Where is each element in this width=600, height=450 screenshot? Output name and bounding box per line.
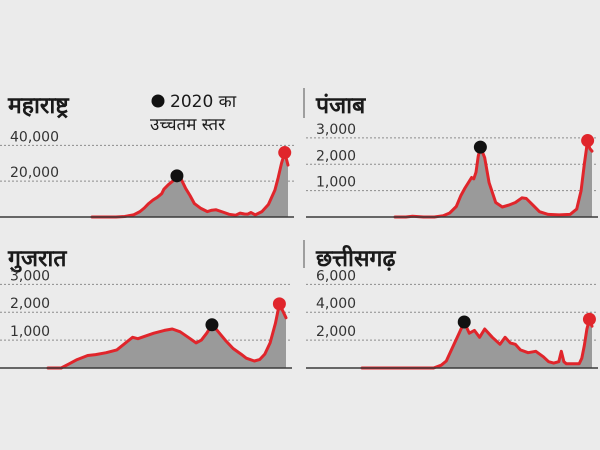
series-line (90, 151, 290, 219)
y-tick-label: 20,000 (10, 165, 59, 181)
legend-line-1: 2020 का (170, 92, 237, 112)
panel-gujarat: गुजरात 1,000 2,000 3,000 (0, 246, 292, 370)
y-tick-label: 40,000 (10, 129, 59, 145)
y-tick-label: 4,000 (316, 296, 356, 312)
series-area (92, 152, 288, 217)
peak-2020-marker (205, 318, 219, 332)
y-tick-label: 3,000 (10, 268, 50, 284)
latest-value-marker (278, 146, 292, 160)
legend-peak-marker (151, 94, 165, 108)
series-area (362, 319, 592, 368)
panel-title: छत्तीसगढ़ (315, 244, 396, 272)
panel-title: महाराष्ट्र (7, 93, 70, 119)
panel-maharashtra: महाराष्ट्र 20,000 40,000 (0, 93, 294, 219)
panel-punjab: पंजाब 1,000 2,000 3,000 (306, 93, 598, 219)
y-tick-label: 1,000 (316, 175, 356, 191)
y-tick-label: 2,000 (316, 324, 356, 340)
latest-value-marker (581, 134, 595, 148)
peak-2020-marker (473, 140, 487, 154)
peak-2020-marker (457, 315, 471, 329)
peak-2020-marker (170, 169, 184, 183)
panel-title: गुजरात (7, 246, 67, 273)
y-tick-label: 3,000 (316, 122, 356, 138)
y-tick-label: 6,000 (316, 268, 356, 284)
latest-value-marker (582, 312, 596, 326)
panel-chhattisgarh: छत्तीसगढ़ 2,000 4,000 6,000 (306, 244, 598, 370)
series-area (48, 303, 286, 368)
series-area (395, 140, 592, 217)
series-line (360, 317, 594, 370)
panel-title: पंजाब (315, 93, 366, 119)
legend: 2020 का उच्चतम स्तर (150, 92, 237, 135)
y-tick-label: 2,000 (316, 148, 356, 164)
series-line (46, 302, 288, 370)
latest-value-marker (272, 297, 286, 311)
series-line (393, 139, 594, 219)
y-tick-label: 1,000 (10, 324, 50, 340)
legend-line-2: उच्चतम स्तर (150, 115, 226, 135)
y-tick-label: 2,000 (10, 296, 50, 312)
